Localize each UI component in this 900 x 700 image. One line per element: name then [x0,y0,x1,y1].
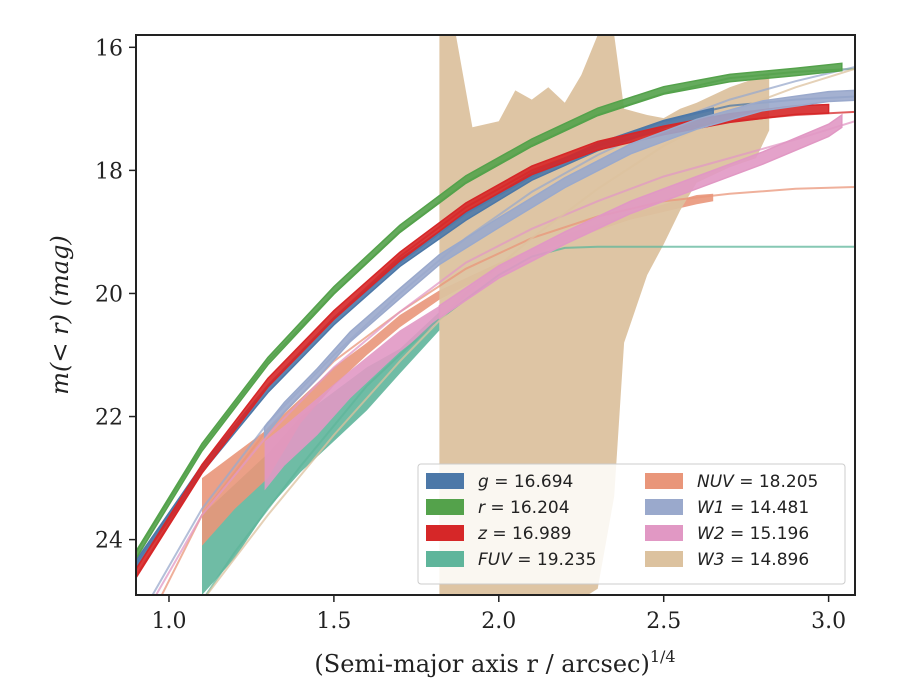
y-tick-label: 22 [95,406,123,431]
r-data-band [136,62,843,561]
x-axis-label: (Semi-major axis r / arcsec)1/4 [314,647,675,678]
x-tick-label: 2.0 [481,609,516,634]
w2-legend-swatch [645,525,683,541]
y-tick-label: 18 [95,159,123,184]
x-tick-label: 3.0 [811,609,846,634]
x-axis-ticks: 1.0 1.5 2.0 2.5 3.0 [151,595,846,634]
r-legend-swatch [426,499,464,515]
y-axis-ticks: 16 18 20 22 24 [95,36,136,554]
g-legend-swatch [426,473,464,489]
nuv-legend-swatch [645,473,683,489]
w2-legend-label: W2 = 15.196 [697,524,809,544]
measured-curves [136,62,855,580]
fuv-legend-label: FUV = 19.235 [478,550,596,570]
x-tick-label: 1.5 [316,609,351,634]
w2-data-band [438,113,843,320]
legend: g = 16.694 r = 16.204 z = 16.989 FUV = 19.2… [417,463,846,585]
r-legend-label: r = 16.204 [478,498,570,518]
w1-data-band [263,89,855,439]
z-legend-label: z = 16.989 [477,524,571,544]
fuv-legend-swatch [426,551,464,567]
z-data-band [136,103,830,580]
x-tick-label: 1.0 [151,609,186,634]
y-tick-label: 20 [95,282,123,307]
y-tick-label: 16 [95,36,123,61]
plot-frame [135,34,856,596]
y-tick-label: 24 [95,529,123,554]
w2-model-curve [154,120,855,595]
g-legend-label: g = 16.694 [478,472,573,492]
y-axis-label: m(< r) (mag) [46,235,74,394]
w1-legend-swatch [645,499,683,515]
w2-band [264,305,440,491]
w1-model-curve [151,66,855,595]
w1-legend-label: W1 = 14.481 [697,498,809,518]
w3-legend-swatch [645,551,683,567]
x-tick-label: 2.5 [646,609,681,634]
w3-legend-label: W3 = 14.896 [697,550,809,570]
legend-box [417,463,846,585]
z-legend-swatch [426,525,464,541]
nuv-legend-label: NUV = 18.205 [697,472,818,492]
nuv-model-curve [160,186,855,595]
